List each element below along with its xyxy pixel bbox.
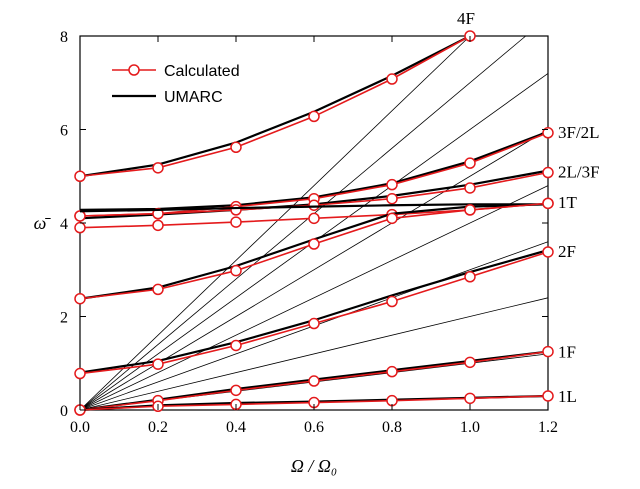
calculated-point [74, 221, 86, 234]
legend-marker-calculated [128, 64, 140, 76]
calculated-point [386, 212, 398, 225]
axes: 0.0 0.2 0.4 0.6 0.8 1.0 1.2 0 2 4 6 8 Ω / Ω₀ ω̄ [34, 29, 558, 476]
calculated-point [308, 212, 320, 225]
speed-line-2 [79, 297, 549, 411]
calculated-point [464, 204, 476, 216]
calculated-point [308, 375, 320, 387]
y-tick-label: 6 [60, 123, 68, 140]
calculated-point [74, 170, 86, 182]
calculated-point [542, 390, 554, 402]
x-tick-label: 0.4 [226, 419, 246, 436]
x-tick-label: 0.8 [382, 419, 402, 436]
y-tick-label: 4 [60, 216, 68, 233]
y-tick-label: 0 [60, 403, 68, 420]
mode-label: 3F/2L [558, 123, 600, 142]
x-tick-label: 0.0 [70, 419, 90, 436]
calculated-point [152, 283, 164, 296]
calculated-point [542, 127, 554, 139]
umarc-line-4F [79, 35, 471, 178]
speed-line-4 [79, 185, 549, 411]
calculated-point [308, 238, 320, 250]
y-axis-label: ω̄ [34, 213, 52, 233]
x-tick-label: 0.6 [304, 419, 324, 436]
calculated-point [230, 384, 242, 397]
x-axis-label: Ω / Ω₀ [291, 456, 337, 476]
calculated-point [230, 339, 242, 352]
calculated-point [464, 356, 476, 369]
calculated-point [74, 367, 86, 380]
calculated-point [464, 271, 476, 283]
calculated-point [542, 166, 554, 179]
calculated-point [74, 210, 86, 222]
calculated-point [542, 345, 554, 358]
calculated-point [74, 292, 86, 305]
mode-label: 1L [558, 387, 577, 406]
x-tick-label: 1.0 [460, 419, 480, 436]
calculated-point [152, 219, 164, 232]
calculated-point [308, 317, 320, 330]
x-tick-label: 1.2 [538, 419, 558, 436]
mode-labels: 4F 3F/2L 2L/3F 1T 2F 1F 1L [457, 9, 600, 406]
calculated-point [542, 197, 554, 210]
calculated-point [308, 199, 320, 211]
calculated-point [386, 192, 398, 205]
calculated-point [386, 295, 398, 308]
calculated-line-4F [79, 35, 471, 178]
x-tick-label: 0.2 [148, 419, 168, 436]
calculated-point [152, 162, 164, 174]
calculated-point [386, 73, 398, 85]
legend-label: UMARC [164, 89, 223, 106]
speed-line-7 [79, 35, 526, 411]
calculated-point [308, 110, 320, 123]
calculated-point [152, 207, 164, 220]
mode-label: 1F [558, 343, 576, 362]
calculated-point [464, 182, 476, 194]
calculated-point [464, 392, 476, 405]
calculated-point [386, 365, 398, 378]
mode-label: 2L/3F [558, 163, 600, 182]
series-layer [74, 30, 554, 416]
calculated-point [542, 246, 554, 258]
mode-label: 2F [558, 242, 576, 261]
speed-line-8 [79, 35, 471, 411]
calculated-point [230, 216, 242, 228]
calculated-point [464, 157, 476, 169]
calculated-point [386, 178, 398, 191]
legend: Calculated UMARC [112, 63, 240, 106]
calculated-point [230, 264, 242, 277]
mode-label: 1T [558, 193, 578, 212]
y-tick-label: 8 [60, 29, 68, 46]
calculated-point [230, 204, 242, 216]
calculated-point [230, 141, 242, 154]
legend-label: Calculated [164, 63, 240, 80]
y-tick-label: 2 [60, 310, 68, 327]
mode-label: 4F [457, 9, 475, 28]
calculated-point [152, 358, 164, 370]
